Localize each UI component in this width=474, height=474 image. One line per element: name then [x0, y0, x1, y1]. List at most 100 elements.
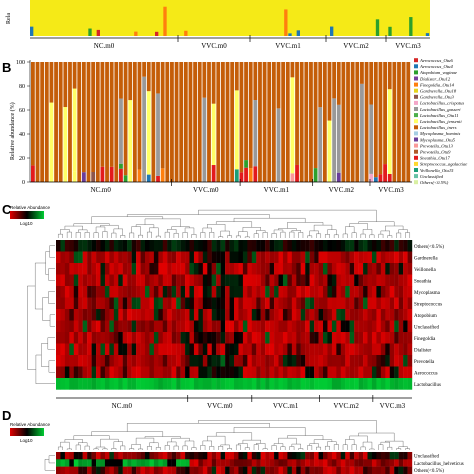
bar: [134, 31, 138, 36]
heatmap-cell: [234, 332, 239, 344]
bar-segment: [248, 62, 253, 169]
dendrogram-branch: [144, 436, 181, 439]
bar-segment: [123, 62, 128, 176]
heatmap-cell: [260, 309, 266, 321]
heatmap-cell: [358, 274, 364, 287]
heatmap-cell: [371, 263, 377, 275]
heatmap-cell: [318, 466, 324, 474]
heatmap-cell: [358, 366, 364, 379]
heatmap-cell: [153, 251, 159, 264]
heatmap-cell: [193, 355, 199, 367]
heatmap-cell: [171, 459, 177, 467]
heatmap-cell: [229, 274, 235, 287]
heatmap-cell: [398, 240, 404, 252]
bar-segment: [188, 62, 193, 182]
heatmap-cell: [100, 309, 106, 321]
heatmap-cell: [367, 251, 373, 264]
dendrogram-branch: [271, 445, 277, 450]
heatmap-cell: [238, 297, 244, 310]
dendrogram-branch: [216, 221, 252, 228]
heatmap-cell: [327, 320, 333, 333]
legend-entry: Lactobacillus_jensenii: [419, 119, 462, 124]
heatmap-cell: [260, 452, 266, 460]
heatmap-cell: [282, 452, 288, 460]
heatmap-cell: [229, 343, 235, 356]
bar-segment: [313, 168, 318, 182]
heatmap-cell: [300, 466, 306, 474]
heatmap-cell: [287, 355, 293, 367]
heatmap-cell: [242, 297, 248, 310]
heatmap-cell: [385, 378, 390, 390]
dendrogram-branch: [298, 232, 304, 238]
heatmap-cell: [64, 466, 70, 474]
heatmap-cell: [176, 459, 181, 467]
heatmap-cell: [91, 332, 97, 344]
heatmap-cell: [363, 240, 368, 252]
heatmap-cell: [300, 378, 306, 390]
heatmap-cell: [153, 320, 159, 333]
heatmap-cell: [336, 274, 341, 287]
heatmap-cell: [358, 466, 364, 474]
heatmap-cell: [251, 466, 257, 474]
group-label: NC.m0: [90, 186, 111, 194]
bar-segment: [146, 174, 151, 182]
heatmap-cell: [287, 263, 293, 275]
dendrogram-branch: [253, 233, 259, 238]
heatmap-cell: [238, 366, 244, 379]
heatmap-cell: [185, 286, 190, 298]
heatmap-cell: [345, 366, 350, 379]
heatmap-cell: [69, 274, 74, 287]
heatmap-cell: [367, 286, 373, 298]
legend-swatch: [414, 70, 418, 75]
heatmap-cell: [349, 309, 355, 321]
heatmap-cell: [274, 309, 279, 321]
dendrogram-branch: [233, 427, 306, 436]
heatmap-cell: [193, 263, 199, 275]
heatmap-cell: [91, 251, 97, 264]
heatmap-cell: [385, 343, 390, 356]
legend-entry: Mycoplasma_Otu5: [419, 137, 456, 142]
bar-segment: [234, 90, 239, 170]
heatmap-cell: [367, 320, 373, 333]
heatmap-cell: [296, 343, 301, 356]
heatmap-cell: [127, 274, 132, 287]
heatmap-cell: [87, 459, 92, 467]
heatmap-cell: [171, 320, 177, 333]
bar-segment: [332, 62, 337, 99]
heatmap-row-label: Streptococcus: [414, 303, 442, 308]
heatmap-cell: [340, 297, 346, 310]
heatmap-cell: [331, 320, 337, 333]
bar-segment: [137, 169, 142, 182]
bar-segment: [119, 98, 123, 164]
heatmap-cell: [327, 263, 333, 275]
heatmap-cell: [296, 466, 301, 474]
heatmap-cell: [140, 240, 146, 252]
heatmap-cell: [87, 274, 92, 287]
heatmap-cell: [56, 309, 61, 321]
dendrogram-branch: [207, 224, 226, 232]
heatmap-cell: [64, 309, 70, 321]
heatmap-cell: [91, 263, 97, 275]
heatmap-cell: [211, 320, 217, 333]
heatmap-cell: [251, 320, 257, 333]
heatmap-cell: [229, 297, 235, 310]
group-label: VVC.m0: [207, 402, 233, 410]
heatmap-cell: [309, 452, 315, 460]
heatmap-cell: [189, 332, 195, 344]
bar-segment: [137, 62, 142, 170]
heatmap-cell: [345, 343, 350, 356]
heatmap-row-label: Unclassified: [414, 454, 439, 459]
dendrogram-branch: [182, 232, 188, 238]
heatmap-cell: [354, 452, 359, 460]
heatmap-cell: [331, 309, 337, 321]
heatmap-cell: [180, 274, 186, 287]
heatmap-cell: [158, 286, 163, 298]
heatmap-cell: [345, 240, 350, 252]
heatmap-cell: [314, 263, 319, 275]
dendrogram-branch: [342, 444, 348, 450]
heatmap-cell: [238, 452, 244, 460]
heatmap-cell: [56, 297, 61, 310]
heatmap-cell: [220, 343, 226, 356]
bar-segment: [234, 169, 239, 182]
